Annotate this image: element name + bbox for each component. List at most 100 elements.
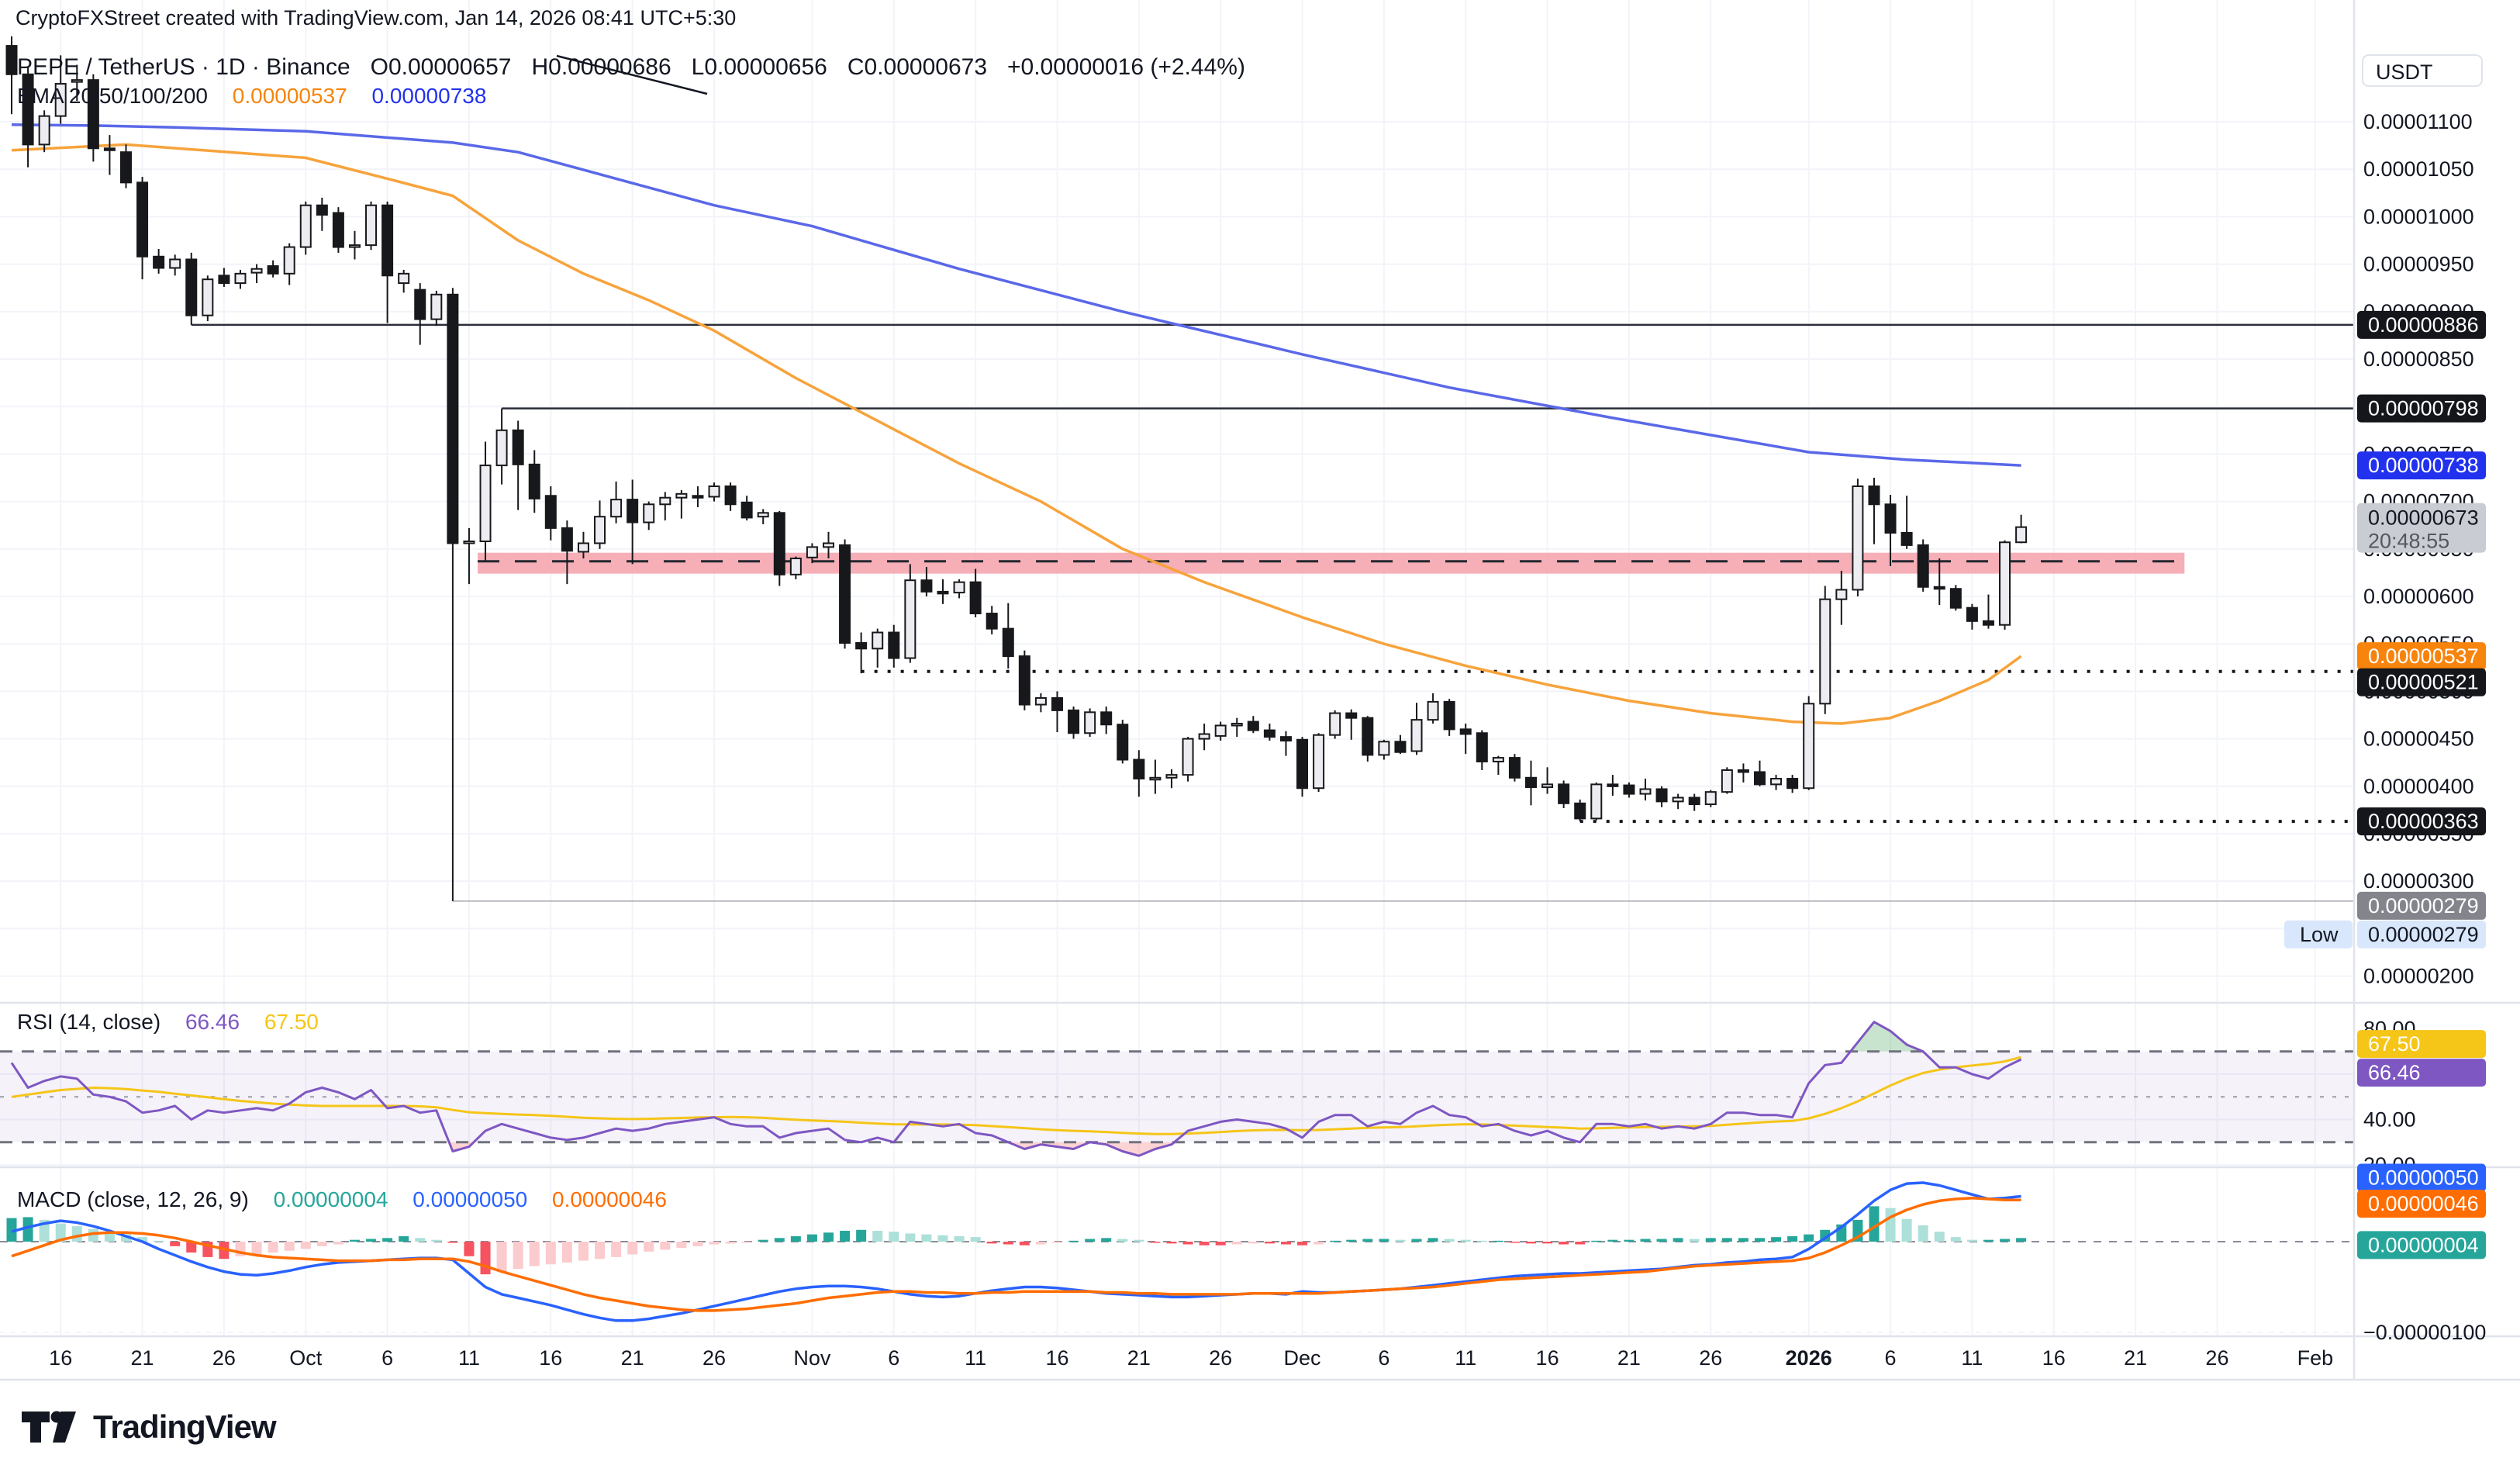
candle-down <box>1982 620 1994 626</box>
macd-hist-bar <box>1901 1218 1912 1242</box>
macd-hist-bar <box>1068 1240 1079 1242</box>
macd-hist-bar <box>1771 1237 1782 1242</box>
macd-hist-bar <box>692 1242 703 1246</box>
currency-toggle[interactable]: USDT <box>2362 54 2483 87</box>
candle-down <box>267 265 279 275</box>
tradingview-footer[interactable]: TradingView <box>20 1407 277 1447</box>
candle-down <box>1558 783 1570 804</box>
candle-down <box>839 544 851 644</box>
macd-hist-bar <box>1330 1240 1341 1242</box>
macd-label: MACD (close, 12, 26, 9) <box>17 1187 249 1211</box>
candle-down <box>528 463 540 499</box>
macd-hist-bar <box>578 1242 589 1261</box>
macd-hist-bar <box>889 1232 899 1242</box>
badge-last-price[interactable] <box>2357 503 2486 553</box>
macd-hist-bar <box>333 1242 343 1245</box>
badge-macd-signal[interactable] <box>2357 1190 2486 1218</box>
tradingview-wordmark: TradingView <box>93 1408 277 1445</box>
ema200-value: 0.00000738 <box>371 84 487 108</box>
macd-hist-bar <box>1411 1239 1422 1242</box>
macd-legend[interactable]: MACD (close, 12, 26, 9) 0.00000004 0.000… <box>17 1187 667 1212</box>
symbol-legend[interactable]: PEPE / TetherUS · 1D · Binance O0.0000065… <box>17 54 1265 81</box>
macd-hist-bar <box>1721 1238 1732 1242</box>
time-tick-label: 6 <box>888 1346 899 1370</box>
badge-ema100[interactable] <box>2357 642 2486 671</box>
macd-hist-bar <box>806 1234 817 1242</box>
macd-hist-bar <box>186 1242 197 1253</box>
candle-up <box>1672 796 1684 803</box>
candle-up <box>1852 485 1864 591</box>
badge-support-521[interactable] <box>2357 668 2486 696</box>
macd-hist-bar <box>1559 1242 1569 1245</box>
candle-down <box>1018 655 1030 706</box>
badge-ema200[interactable] <box>2357 451 2486 480</box>
candle-down <box>1525 776 1538 789</box>
badge-support-363[interactable] <box>2357 807 2486 836</box>
time-axis[interactable]: 16 21 26 Oct 6 11 16 21 26 Nov 6 11 16 21 26 Dec 6 11 16 21… <box>49 1346 2333 1370</box>
macd-line-value: 0.00000050 <box>413 1187 528 1211</box>
candle-down <box>1868 485 1880 506</box>
macd-hist-bar <box>1395 1239 1406 1242</box>
price-tick-label: 0.00000400 <box>2363 775 2474 798</box>
macd-hist-bar <box>1526 1242 1537 1244</box>
price-tick-label: 0.00000450 <box>2363 727 2474 751</box>
macd-hist-bar <box>1297 1242 1308 1246</box>
macd-hist-bar <box>1673 1238 1683 1242</box>
macd-hist-bar <box>1314 1242 1324 1245</box>
candle-up <box>577 542 589 553</box>
macd-hist-bar <box>55 1223 66 1242</box>
macd-hist-bar <box>595 1242 606 1259</box>
candle-up <box>463 541 475 544</box>
candle-down <box>1100 711 1113 726</box>
macd-hist-bar <box>1575 1242 1586 1245</box>
macd-hist-bar <box>1966 1239 1977 1242</box>
badge-resistance-886-text: 0.00000886 <box>2368 313 2479 337</box>
macd-hist-bar <box>1607 1239 1618 1242</box>
badge-resistance-886[interactable] <box>2357 310 2486 339</box>
price-axis[interactable]: 0.00001100 0.00001050 0.00001000 0.00000950… <box>2284 110 2486 1344</box>
macd-hist-bar <box>1460 1239 1471 1242</box>
candle-up <box>398 272 410 285</box>
candle-up <box>495 429 508 467</box>
badge-resistance-798[interactable] <box>2357 394 2486 423</box>
candle-up <box>348 244 361 248</box>
ema100-line <box>11 143 2022 725</box>
macd-hist-bar <box>856 1229 867 1242</box>
low-label-text: Low <box>2300 923 2339 946</box>
macd-hist-bar <box>709 1242 720 1245</box>
macd-hist-bar <box>1379 1239 1389 1242</box>
candle-up <box>675 492 688 499</box>
badge-macd[interactable] <box>2357 1163 2486 1192</box>
macd-hist-bar <box>1035 1242 1046 1245</box>
candle-up <box>71 79 83 83</box>
macd-hist-bar <box>316 1242 327 1246</box>
macd-hist-bar <box>1869 1206 1880 1242</box>
price-tick-label: 0.00000950 <box>2363 253 2474 276</box>
macd-hist-bar <box>529 1242 540 1266</box>
candle-up <box>1819 598 1831 705</box>
candle-down <box>87 79 99 150</box>
candle-down <box>773 512 785 575</box>
symbol-title[interactable]: PEPE / TetherUS · 1D · Binance <box>17 54 350 80</box>
macd-hist-bar <box>2000 1239 2011 1242</box>
ema100-value: 0.00000537 <box>232 84 347 108</box>
badge-rsi[interactable] <box>2357 1059 2486 1087</box>
ema-legend[interactable]: EMA 20/50/100/200 0.00000537 0.00000738 <box>17 84 486 109</box>
macd-hist-bar <box>1427 1238 1438 1242</box>
price-pane[interactable] <box>11 123 2354 902</box>
macd-hist-bar <box>104 1232 115 1242</box>
supply-zone <box>478 552 2185 574</box>
macd-hist-bar <box>1182 1242 1193 1245</box>
badge-low-price[interactable] <box>2357 891 2486 920</box>
macd-pane[interactable] <box>0 1181 2354 1322</box>
badge-macd-hist[interactable] <box>2357 1231 2486 1259</box>
candle-down <box>1933 586 1945 590</box>
rsi-legend[interactable]: RSI (14, close) 66.46 67.50 <box>17 1010 319 1035</box>
badge-rsi-ma[interactable] <box>2357 1030 2486 1059</box>
macd-hist-bar <box>2016 1238 2027 1242</box>
rsi-pane[interactable] <box>0 1021 2354 1157</box>
tradingview-logo-icon <box>22 1411 76 1443</box>
gridlines <box>0 0 2354 1336</box>
candle-up <box>1329 712 1341 736</box>
